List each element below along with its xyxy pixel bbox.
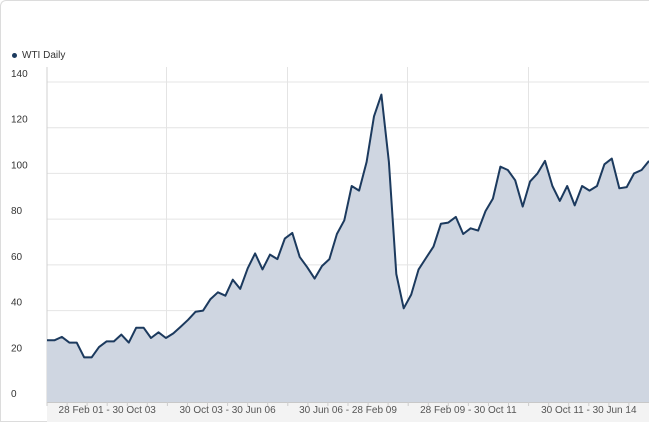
series-area (47, 94, 649, 402)
x-tick-label: 30 Oct 11 - 30 Jun 14 (541, 405, 637, 416)
x-axis-band (47, 402, 649, 422)
x-tick-label: 28 Feb 01 - 30 Oct 03 (59, 405, 157, 416)
x-tick-label: 30 Jun 06 - 28 Feb 09 (299, 405, 397, 416)
y-tick-label: 100 (11, 160, 28, 171)
y-tick-label: 0 (11, 389, 17, 400)
y-tick-label: 80 (11, 206, 23, 217)
x-tick-label: 28 Feb 09 - 30 Oct 11 (420, 405, 517, 416)
y-tick-label: 60 (11, 252, 23, 263)
legend[interactable]: WTI Daily (12, 47, 65, 63)
y-tick-label: 20 (11, 343, 23, 354)
legend-label: WTI Daily (22, 49, 66, 61)
legend-marker (12, 52, 17, 58)
y-tick-label: 120 (11, 115, 28, 126)
x-tick-label: 30 Oct 03 - 30 Jun 06 (180, 405, 277, 416)
y-tick-label: 140 (11, 69, 28, 80)
y-tick-label: 40 (11, 298, 23, 309)
series-line (47, 93, 649, 359)
